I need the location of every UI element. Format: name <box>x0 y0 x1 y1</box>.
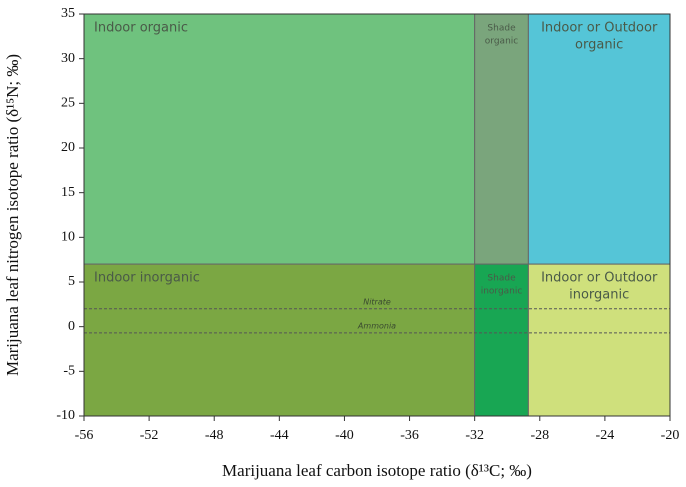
y-tick-label: 5 <box>68 274 75 289</box>
region-label: organic <box>575 38 623 53</box>
y-tick-label: 15 <box>61 185 75 200</box>
x-tick-label: -44 <box>270 428 289 443</box>
x-tick-label: -28 <box>530 428 549 443</box>
region-label: inorganic <box>569 288 629 303</box>
y-tick-label: -5 <box>63 364 75 379</box>
y-tick-label: 35 <box>61 6 75 21</box>
region <box>527 263 671 417</box>
plot-frame <box>83 13 671 417</box>
region-label: Indoor organic <box>94 21 188 36</box>
y-tick-label: 20 <box>61 140 75 155</box>
x-tick-label: -56 <box>75 428 94 443</box>
y-tick-label: -10 <box>56 408 75 423</box>
region-label: Shade <box>487 24 516 34</box>
x-tick-label: -40 <box>335 428 354 443</box>
region-label: Indoor inorganic <box>94 271 200 286</box>
y-axis-title: Marijuana leaf nitrogen isotope ratio (δ… <box>3 54 22 376</box>
region-label: Indoor or Outdoor <box>541 271 658 286</box>
y-tick-label: 0 <box>68 319 75 334</box>
region-label: organic <box>485 37 518 47</box>
reference-label: Ammonia <box>357 321 396 330</box>
x-tick-label: -20 <box>661 428 680 443</box>
region <box>474 13 529 265</box>
region-label: Shade <box>487 274 516 284</box>
region <box>527 13 671 265</box>
region <box>83 263 476 417</box>
region <box>474 263 529 417</box>
region-label: inorganic <box>481 287 523 297</box>
region-label: Indoor or Outdoor <box>541 21 658 36</box>
x-tick-label: -48 <box>205 428 224 443</box>
x-tick-label: -32 <box>465 428 484 443</box>
reference-label: Nitrate <box>363 297 391 306</box>
y-tick-label: 30 <box>61 51 75 66</box>
x-tick-label: -52 <box>140 428 159 443</box>
x-axis-title: Marijuana leaf carbon isotope ratio (δ¹³… <box>222 461 532 480</box>
y-tick-label: 10 <box>61 230 75 245</box>
x-tick-label: -36 <box>400 428 419 443</box>
region <box>83 13 476 265</box>
x-tick-label: -24 <box>596 428 615 443</box>
y-tick-label: 25 <box>61 96 75 111</box>
